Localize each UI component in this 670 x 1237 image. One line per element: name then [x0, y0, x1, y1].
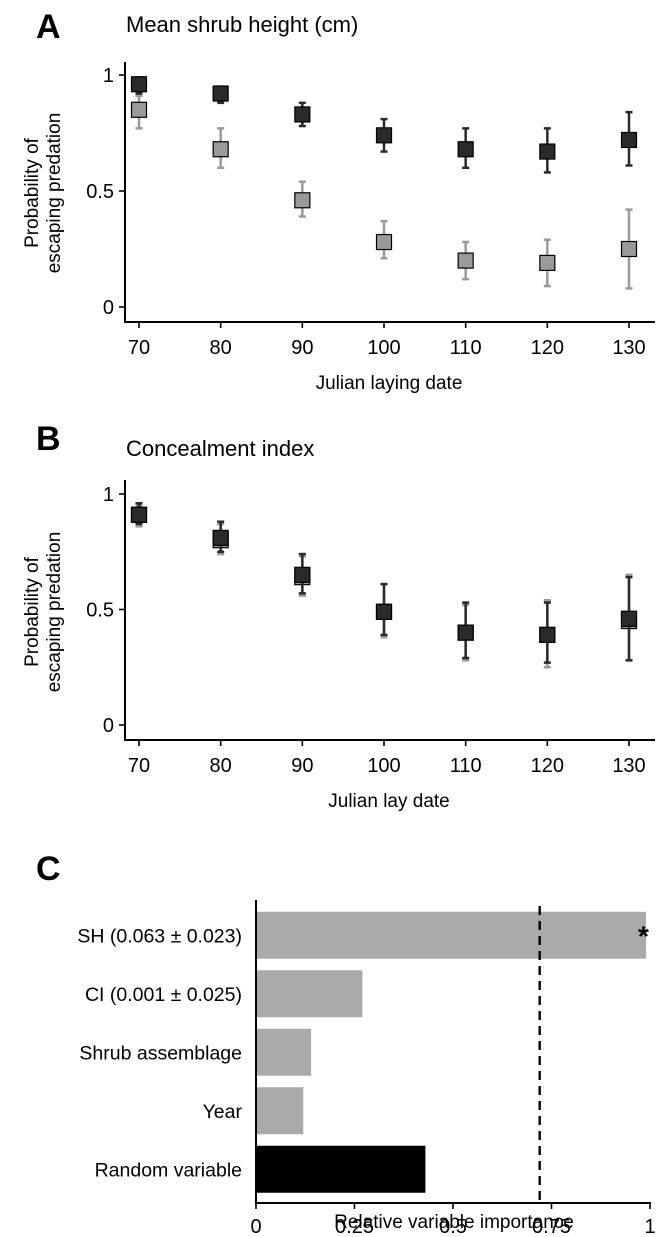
a-ytick-label: 1: [103, 65, 114, 87]
panel-a-ylabel: Probability of escaping predation: [22, 113, 65, 274]
b-xtick-label: 110: [450, 755, 482, 777]
a-point: [375, 233, 393, 251]
a-point: [375, 127, 393, 144]
a-point: [620, 240, 638, 258]
a-ytick-label: 0.5: [86, 181, 114, 203]
a-point: [212, 141, 229, 158]
a-point: [294, 192, 311, 209]
b-point: [539, 626, 556, 644]
b-point: [375, 603, 393, 620]
panel-a-y-ticks: 00.51: [86, 65, 125, 319]
a-point: [620, 131, 638, 149]
panel-a-ylabel-line1: Probability of: [22, 137, 43, 248]
panel-b-y-ticks: 00.51: [86, 484, 125, 737]
b-xtick-label: 80: [210, 755, 232, 777]
panel-c-xtick-label: 0.25: [335, 1216, 374, 1237]
a-point: [294, 106, 311, 123]
b-point: [212, 529, 229, 546]
a-xtick-label: 120: [531, 337, 564, 359]
a-ytick-label: 0: [103, 297, 114, 319]
a-xtick-label: 80: [210, 337, 232, 359]
panel-c-category-label: Shrub assemblage: [79, 1042, 242, 1064]
panel-b-ylabel-line2: escaping predation: [44, 532, 65, 693]
panel-a-letter: A: [36, 8, 61, 46]
a-point: [457, 252, 474, 269]
b-ytick-label: 1: [103, 484, 114, 506]
panel-c-bar: [257, 1087, 304, 1135]
panel-b-xlabel: Julian lay date: [328, 791, 449, 812]
panel-c-bar: [257, 1028, 312, 1076]
a-xtick-label: 100: [367, 337, 400, 359]
panel-a: A Mean shrub height (cm) Probability of …: [22, 8, 655, 394]
panel-a-title: Mean shrub height (cm): [126, 12, 358, 37]
b-point: [620, 610, 638, 627]
b-point: [130, 506, 148, 523]
panel-b-title: Concealment index: [126, 436, 314, 461]
a-xtick-label: 110: [450, 337, 482, 359]
b-xtick-label: 90: [291, 755, 313, 777]
panel-c-bar: [257, 970, 363, 1018]
panel-c-bar: [257, 1145, 426, 1193]
panel-c-xtick-label: 0: [250, 1216, 261, 1237]
panel-b-data: [130, 501, 638, 669]
panel-c-xtick-label: 0.5: [439, 1216, 467, 1237]
panel-b-ylabel: Probability of escaping predation: [22, 532, 65, 693]
panel-a-xlabel: Julian laying date: [316, 373, 463, 394]
b-xtick-label: 130: [612, 755, 645, 777]
panel-a-ylabel-line2: escaping predation: [44, 113, 65, 274]
panel-a-data: [130, 76, 638, 290]
panel-b: B Concealment index Probability of escap…: [22, 420, 655, 812]
b-xtick-label: 70: [128, 755, 150, 777]
panel-b-letter: B: [36, 420, 61, 458]
panel-c-bar: [257, 911, 647, 959]
panel-c-letter: C: [36, 850, 61, 888]
a-point: [457, 141, 474, 158]
panel-c-category-label: CI (0.001 ± 0.025): [85, 984, 242, 1006]
panel-c: C SH (0.063 ± 0.023) CI (0.001 ± 0.025) Sh…: [36, 850, 656, 1237]
panel-c-x-ticks: 0 0.25 0.5 0.75 1: [250, 1202, 656, 1237]
panel-b-ylabel-line1: Probability of: [22, 556, 43, 667]
b-ytick-label: 0: [103, 715, 114, 737]
b-xtick-label: 100: [367, 755, 400, 777]
b-point: [294, 566, 311, 583]
panel-c-category-label: SH (0.063 ± 0.023): [77, 925, 242, 947]
b-xtick-label: 120: [531, 755, 564, 777]
panel-c-xtick-label: 0.75: [532, 1216, 571, 1237]
b-point: [457, 624, 474, 641]
panel-c-category-labels: SH (0.063 ± 0.023) CI (0.001 ± 0.025) Shru…: [77, 925, 242, 1181]
a-xtick-label: 130: [612, 337, 645, 359]
panel-c-bars: [257, 911, 647, 1193]
a-point: [539, 254, 556, 272]
panel-c-xlabel: Relative variable importance: [334, 1212, 574, 1233]
a-point: [130, 76, 148, 93]
panel-a-x-ticks: 70 80 90 100 110 120 130: [128, 322, 646, 359]
panel-c-category-label: Random variable: [95, 1159, 242, 1181]
panel-c-xtick-label: 1: [644, 1216, 655, 1237]
a-xtick-label: 90: [291, 337, 313, 359]
panel-c-significance-marker: *: [638, 920, 649, 951]
panel-b-x-ticks: 70 80 90 100 110 120 130: [128, 740, 646, 777]
panel-c-category-label: Year: [203, 1101, 243, 1123]
a-point: [539, 143, 556, 160]
a-point: [130, 101, 148, 118]
b-ytick-label: 0.5: [86, 600, 114, 622]
a-xtick-label: 70: [128, 337, 150, 359]
a-point: [212, 85, 229, 102]
